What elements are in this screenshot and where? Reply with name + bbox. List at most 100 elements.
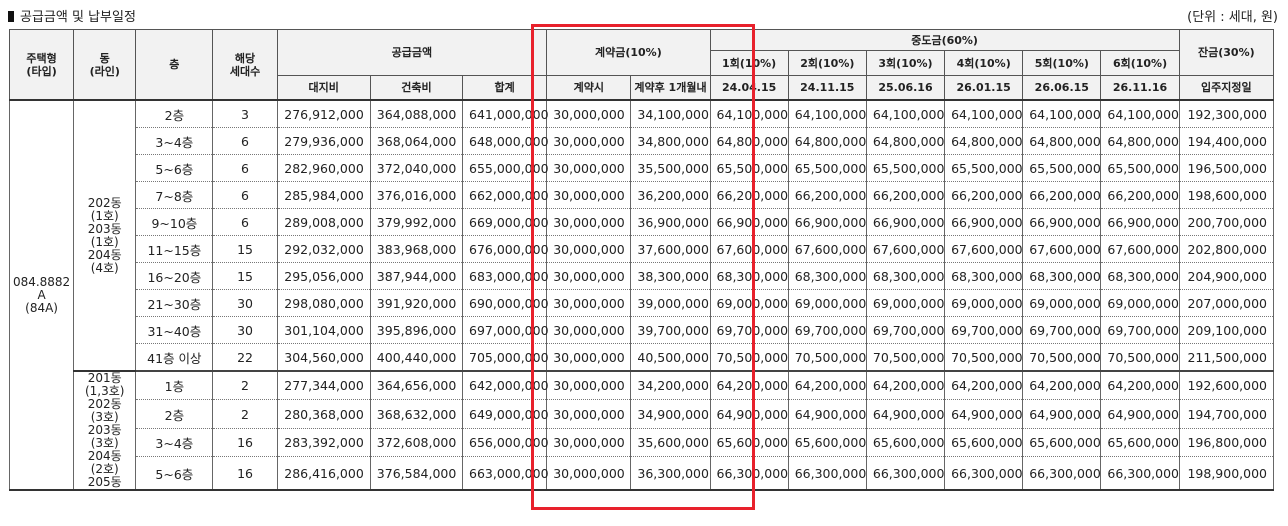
middle-payment-cell: 64,900,000 — [865, 399, 946, 429]
middle-round-label: 2회(10%) — [787, 50, 867, 76]
line-text: (3호) — [90, 410, 119, 424]
dep1-cell: 30,000,000 — [546, 456, 632, 492]
total-cell: 642,000,000 — [461, 371, 549, 401]
floor-cell: 11~15층 — [135, 235, 214, 263]
dong-cell-group1: 202동 (1호) 203동 (1호) 204동 (4호) — [73, 100, 137, 372]
units-cell: 6 — [212, 154, 278, 182]
floor-cell: 5~6층 — [135, 456, 214, 492]
land-cell: 283,392,000 — [276, 428, 371, 458]
middle-payment-cell: 64,800,000 — [944, 127, 1024, 155]
balance-cell: 196,500,000 — [1178, 154, 1275, 182]
section-title: 공급금액 및 납부일정 — [8, 6, 136, 25]
land-cell: 295,056,000 — [276, 262, 371, 290]
col-header-middle: 중도금(60%) — [709, 29, 1180, 51]
middle-payment-cell: 64,800,000 — [787, 127, 867, 155]
balance-cell: 207,000,000 — [1178, 289, 1275, 317]
col-header-building: 건축비 — [369, 75, 464, 101]
dep1-cell: 30,000,000 — [546, 127, 632, 155]
middle-payment-cell: 69,700,000 — [944, 316, 1024, 344]
middle-payment-cell: 70,500,000 — [1022, 343, 1102, 372]
middle-payment-cell: 69,700,000 — [709, 316, 789, 344]
col-header-deposit-at: 계약시 — [546, 75, 632, 101]
middle-payment-cell: 64,200,000 — [944, 371, 1024, 401]
middle-payment-cell: 64,200,000 — [1100, 371, 1180, 401]
table-row: 5~6층 16 286,416,000 376,584,000 663,000,000 3… — [10, 456, 1275, 492]
dep1-cell: 30,000,000 — [546, 289, 632, 317]
table-row: 41층 이상 22 304,560,000 400,440,000 705,000,00… — [10, 343, 1275, 372]
building-cell: 372,608,000 — [369, 428, 464, 458]
total-cell: 683,000,000 — [461, 262, 549, 290]
middle-payment-cell: 64,100,000 — [1022, 100, 1102, 128]
line-text: (84A) — [25, 300, 58, 315]
middle-payment-cell: 65,600,000 — [944, 428, 1024, 458]
table-row: 5~6층 6 282,960,000 372,040,000 655,000,000 30… — [10, 154, 1275, 182]
total-cell: 656,000,000 — [461, 428, 549, 458]
line-text: (1호) — [90, 208, 119, 223]
total-cell: 669,000,000 — [461, 208, 549, 236]
building-cell: 383,968,000 — [369, 235, 464, 263]
floor-cell: 3~4층 — [135, 127, 214, 155]
table-row: 3~4층 16 283,392,000 372,608,000 656,000,000 3… — [10, 428, 1275, 458]
dep1-cell: 30,000,000 — [546, 100, 632, 128]
land-cell: 286,416,000 — [276, 456, 371, 492]
line-text: 세대수 — [229, 64, 261, 78]
dep1-cell: 30,000,000 — [546, 235, 632, 263]
middle-payment-cell: 68,300,000 — [1022, 262, 1102, 290]
units-cell: 16 — [212, 428, 278, 458]
land-cell: 304,560,000 — [276, 343, 371, 372]
dep1-cell: 30,000,000 — [546, 399, 632, 429]
land-cell: 298,080,000 — [276, 289, 371, 317]
line-text: (라인) — [89, 64, 120, 78]
col-header-deposit: 계약금(10%) — [546, 29, 711, 76]
line-text: A — [37, 287, 46, 302]
middle-payment-cell: 66,300,000 — [1022, 456, 1102, 492]
middle-payment-cell: 66,200,000 — [865, 181, 946, 209]
middle-payment-cell: 70,500,000 — [787, 343, 867, 372]
middle-payment-cell: 65,600,000 — [865, 428, 946, 458]
building-cell: 372,040,000 — [369, 154, 464, 182]
dep1-cell: 30,000,000 — [546, 181, 632, 209]
col-header-balance: 잔금(30%) — [1178, 29, 1275, 76]
line-text: (2호) — [90, 462, 119, 476]
land-cell: 282,960,000 — [276, 154, 371, 182]
middle-payment-cell: 66,900,000 — [944, 208, 1024, 236]
line-text: 주택형 — [26, 51, 57, 65]
land-cell: 279,936,000 — [276, 127, 371, 155]
middle-payment-cell: 65,500,000 — [709, 154, 789, 182]
dep2-cell: 39,700,000 — [630, 316, 711, 344]
balance-cell: 204,900,000 — [1178, 262, 1275, 290]
middle-round-label: 5회(10%) — [1022, 50, 1102, 76]
dep1-cell: 30,000,000 — [546, 428, 632, 458]
col-header-supply: 공급금액 — [276, 29, 548, 76]
middle-round-date: 24.11.15 — [787, 75, 867, 101]
line-text: 203동 — [87, 221, 122, 236]
middle-payment-cell: 68,300,000 — [709, 262, 789, 290]
middle-payment-cell: 66,200,000 — [787, 181, 867, 209]
price-schedule-table: 주택형 (타입) 동 (라인) 층 해당 세대수 공급금액 계약금(10%) 중도금(60%) 잔금… — [8, 29, 1275, 492]
middle-round-label: 3회(10%) — [865, 50, 946, 76]
building-cell: 368,064,000 — [369, 127, 464, 155]
col-header-total: 합계 — [461, 75, 548, 101]
building-cell: 391,920,000 — [369, 289, 464, 317]
table-row: 201동 (1,3호) 202동 (3호) 203동 (3호) 204동 (2호) 205동 1층… — [10, 371, 1275, 491]
total-cell: 641,000,000 — [461, 100, 549, 128]
middle-payment-cell: 70,500,000 — [1100, 343, 1180, 372]
floor-cell: 5~6층 — [135, 154, 214, 182]
line-text: 204동 — [87, 247, 122, 262]
middle-payment-cell: 69,700,000 — [787, 316, 867, 344]
total-cell: 662,000,000 — [461, 181, 549, 209]
line-text: 202동 — [87, 397, 122, 411]
balance-cell: 211,500,000 — [1178, 343, 1275, 372]
dep1-cell: 30,000,000 — [546, 316, 632, 344]
middle-payment-cell: 69,000,000 — [787, 289, 867, 317]
line-text: 해당 — [234, 51, 256, 65]
table-row: 2층 2 280,368,000 368,632,000 649,000,000 30,0… — [10, 399, 1275, 429]
building-cell: 376,584,000 — [369, 456, 464, 492]
middle-round-label: 6회(10%) — [1100, 50, 1180, 76]
middle-payment-cell: 65,500,000 — [1100, 154, 1180, 182]
land-cell: 276,912,000 — [276, 100, 371, 128]
dep2-cell: 39,000,000 — [630, 289, 711, 317]
middle-payment-cell: 66,200,000 — [1022, 181, 1102, 209]
land-cell: 285,984,000 — [276, 181, 371, 209]
line-text: (4호) — [90, 260, 119, 275]
